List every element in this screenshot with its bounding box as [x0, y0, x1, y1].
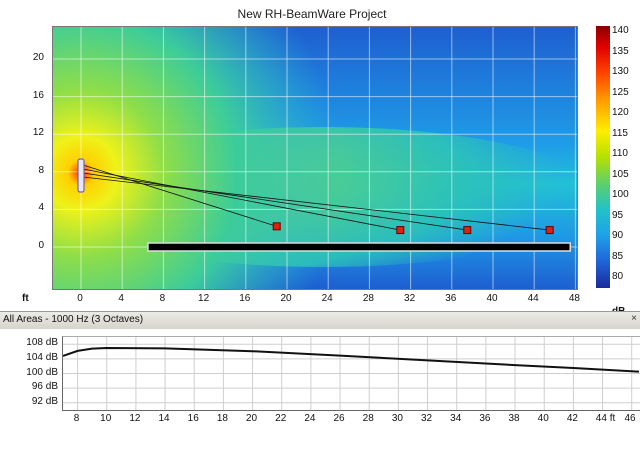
distance-tick-label: 30 [391, 413, 403, 424]
audience-area [147, 242, 571, 252]
y-tick-label: 12 [32, 127, 44, 139]
colorbar-tick-label: 85 [612, 250, 624, 262]
colorbar-tick-label: 100 [612, 189, 629, 200]
colorbar-tick-label: 80 [612, 271, 624, 282]
aim-line [82, 176, 550, 231]
area-selector-label[interactable]: All Areas - 1000 Hz (3 Octaves) [3, 314, 144, 325]
colorbar-tick-label: 120 [612, 107, 629, 118]
distance-tick-label: 46 [624, 413, 636, 424]
db-tick-label: 96 dB [31, 381, 58, 393]
distance-tick-label: 32 [420, 413, 433, 424]
x-tick-label: 36 [445, 293, 457, 304]
window-title: New RH-BeamWare Project [237, 7, 387, 21]
distance-tick-label: 42 [566, 413, 578, 424]
distance-tick-label: 24 [304, 413, 316, 424]
x-axis-unit: ft [22, 293, 29, 304]
area-selector-bar[interactable]: All Areas - 1000 Hz (3 Octaves) × [0, 311, 640, 330]
distance-tick-label: 18 [216, 413, 228, 424]
x-tick-label: 0 [77, 293, 83, 304]
distance-tick-label: 22 [275, 413, 287, 424]
x-tick-label: 28 [362, 293, 374, 304]
y-tick-label: 16 [32, 89, 44, 101]
y-tick-label: 20 [32, 52, 44, 63]
x-tick-label: 20 [280, 293, 292, 304]
distance-tick-label: 26 [333, 413, 345, 424]
x-tick-label: 44 [527, 293, 539, 304]
colorbar-tick-label: 140 [612, 25, 629, 36]
distance-tick-label: 8 [73, 413, 80, 424]
colorbar-tick-label: 130 [612, 66, 629, 77]
colorbar-tick-label: 95 [612, 209, 624, 221]
db-tick-label: 100 dB [26, 366, 58, 378]
distance-tick-label: 28 [362, 413, 374, 424]
aim-point-marker-icon[interactable] [272, 222, 281, 231]
aim-point-marker-icon[interactable] [545, 226, 554, 235]
distance-tick-label: 14 [158, 413, 170, 424]
y-tick-label: 4 [38, 202, 44, 214]
aim-line [82, 168, 401, 231]
aim-point-marker-icon[interactable] [463, 226, 472, 235]
x-tick-label: 8 [159, 293, 166, 304]
colorbar-tick-label: 135 [612, 45, 629, 57]
frequency-response-chart [62, 336, 640, 411]
db-tick-label: 108 dB [26, 337, 58, 349]
distance-tick-label: 36 [479, 413, 491, 424]
x-tick-label: 24 [321, 293, 333, 304]
distance-tick-label: 12 [129, 413, 141, 424]
distance-tick-label: 10 [100, 413, 112, 424]
x-tick-label: 48 [568, 293, 580, 304]
distance-tick-label: 20 [246, 413, 258, 424]
colorbar-tick-label: 90 [612, 230, 624, 241]
aim-point-marker-icon[interactable] [396, 226, 405, 235]
coverage-heatmap [53, 27, 577, 289]
distance-tick-label: 16 [187, 413, 199, 424]
frequency-response-line [62, 346, 640, 373]
colorbar-tick-label: 115 [612, 127, 628, 139]
distance-tick-label: 44 ft [595, 413, 616, 424]
colorbar-tick-label: 125 [612, 86, 629, 98]
y-tick-label: 0 [38, 240, 44, 251]
x-tick-label: 12 [198, 293, 210, 304]
frequency-response-svg [62, 337, 640, 410]
x-tick-label: 4 [118, 293, 124, 304]
colorbar-tick-label: 105 [612, 168, 629, 180]
distance-tick-label: 40 [537, 413, 549, 424]
distance-tick-label: 34 [450, 413, 462, 424]
close-icon[interactable]: × [631, 313, 637, 324]
distance-tick-label: 38 [508, 413, 520, 424]
line-array-speaker-icon [77, 158, 85, 193]
x-tick-label: 32 [404, 293, 416, 304]
aim-lines [82, 164, 550, 231]
colorbar-gradient [596, 26, 610, 288]
x-tick-label: 16 [239, 293, 251, 304]
colorbar-tick-label: 110 [612, 148, 628, 159]
y-tick-label: 8 [38, 164, 44, 176]
coverage-map[interactable] [52, 26, 578, 290]
db-tick-label: 92 dB [31, 395, 58, 407]
x-tick-label: 40 [486, 293, 498, 304]
db-tick-label: 104 dB [26, 351, 58, 363]
aim-line [82, 172, 468, 231]
